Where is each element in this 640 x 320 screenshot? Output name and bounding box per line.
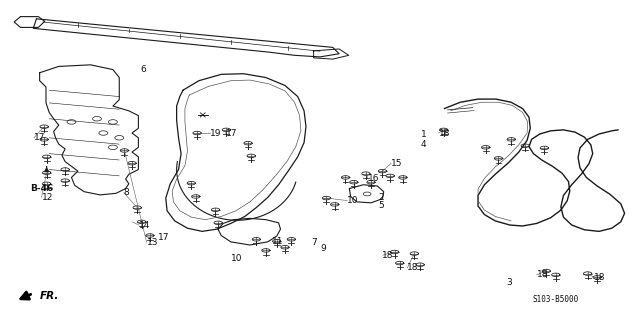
Text: 14: 14 (139, 220, 150, 229)
Text: 18: 18 (438, 129, 450, 138)
Text: 5: 5 (379, 202, 385, 211)
Text: 11: 11 (272, 237, 284, 246)
Text: 16: 16 (368, 173, 380, 183)
Text: 18: 18 (407, 263, 419, 272)
Text: 6: 6 (140, 65, 146, 74)
Text: 3: 3 (507, 278, 513, 287)
Text: 17: 17 (34, 133, 45, 142)
Text: 19: 19 (210, 129, 221, 138)
Text: 15: 15 (392, 159, 403, 168)
Text: 13: 13 (147, 238, 158, 247)
Text: S103-B5000: S103-B5000 (532, 295, 579, 304)
Text: 18: 18 (383, 251, 394, 260)
Text: 7: 7 (312, 238, 317, 247)
Text: 8: 8 (124, 188, 129, 197)
Text: 18: 18 (594, 273, 605, 282)
Text: 1: 1 (420, 130, 426, 139)
Text: 10: 10 (232, 254, 243, 263)
Text: 18: 18 (537, 270, 548, 279)
Text: 17: 17 (157, 233, 169, 242)
Text: 2: 2 (379, 193, 384, 202)
Text: 4: 4 (420, 140, 426, 148)
Text: B-46: B-46 (30, 184, 53, 193)
Text: FR.: FR. (40, 291, 59, 301)
Text: 12: 12 (42, 193, 53, 202)
Text: 9: 9 (320, 244, 326, 253)
Text: 10: 10 (348, 196, 359, 205)
Text: 17: 17 (226, 130, 237, 139)
